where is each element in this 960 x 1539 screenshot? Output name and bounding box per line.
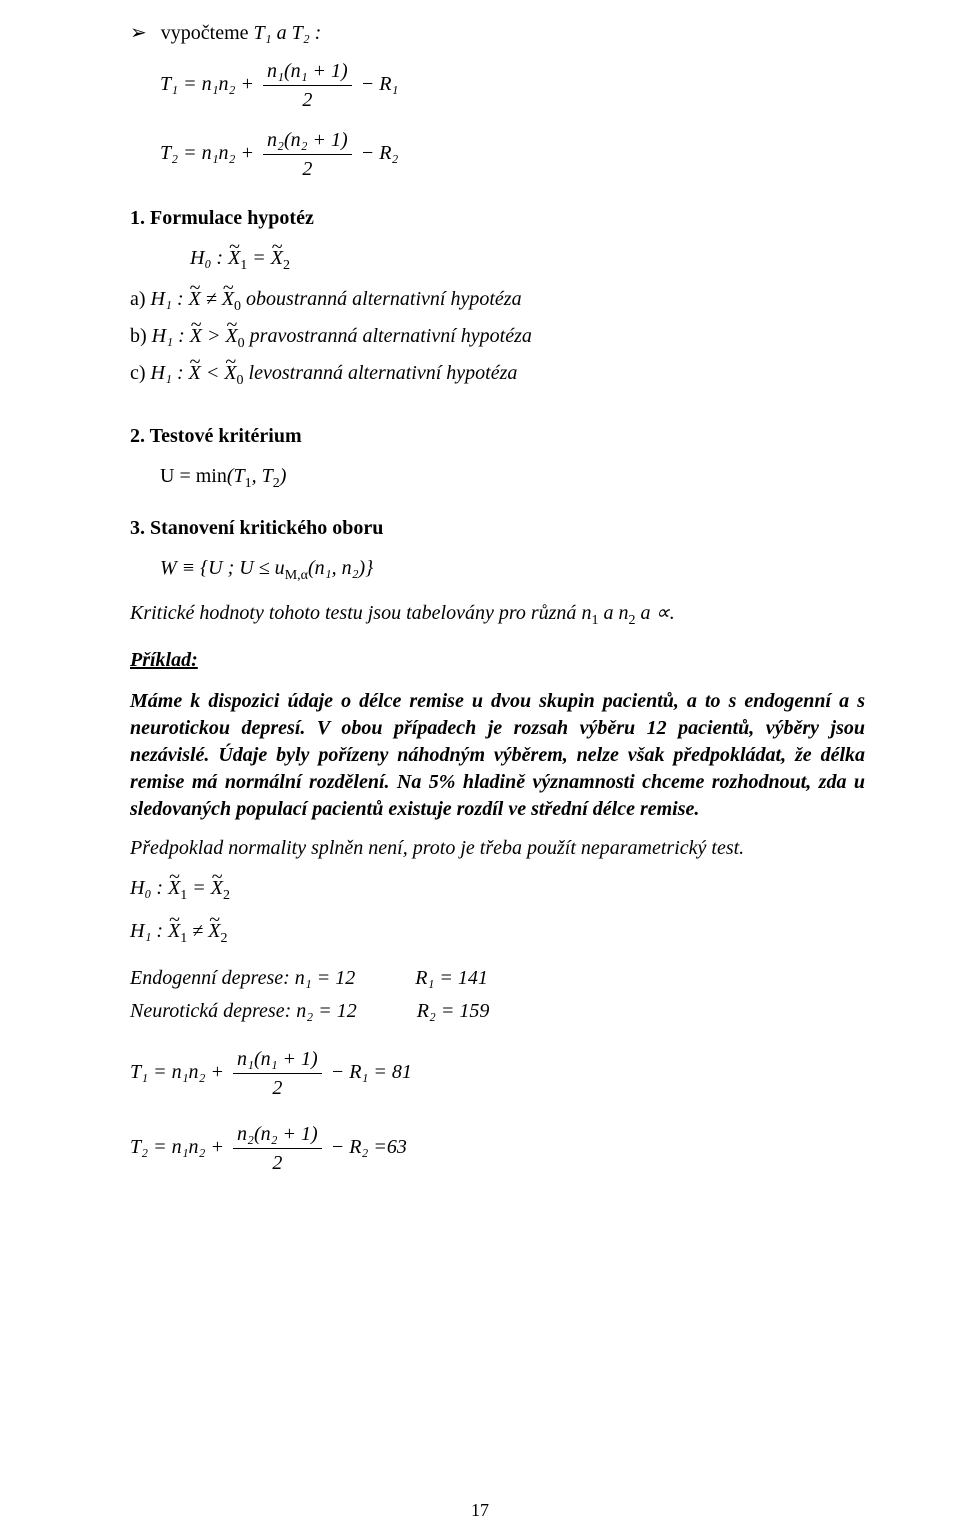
alt-c-H1: H₁ :	[151, 362, 189, 384]
alt-a-H1: H₁ :	[151, 288, 189, 310]
U-equation: U = min(T1, T2)	[160, 462, 865, 494]
H1-2-label: H₁ :	[130, 920, 168, 942]
T2-right: − R₂	[361, 142, 399, 164]
T1-den: 2	[263, 86, 352, 114]
alt-a: a) H₁ : X ≠ X0 oboustranná alternativní …	[130, 288, 865, 315]
endo-line: Endogenní deprese: n₁ = 12 R₁ = 141	[130, 967, 865, 990]
section-3-heading: 3. Stanovení kritického oboru	[130, 517, 865, 540]
H0-2-label: H₀ :	[130, 877, 168, 899]
Xtilde-H1a: X	[168, 917, 180, 945]
Xtilde-b0: X	[225, 325, 237, 348]
H1-2-rel: ≠	[187, 920, 208, 942]
bullet-math: T₁ a T₂ :	[254, 22, 322, 44]
Xtilde-H0a: X	[168, 874, 180, 902]
T2c-frac: n₂(n₂ + 1) 2	[233, 1120, 322, 1177]
T2-left: T₂ = n₁n₂ +	[160, 142, 254, 164]
arrow-icon: ➢	[130, 20, 147, 45]
assumption-text: Předpoklad normality splněn není, proto …	[130, 837, 865, 860]
H1-line-2: H₁ : X1 ≠ X2	[130, 917, 865, 949]
T2-fraction: n₂(n₂ + 1) 2	[263, 126, 352, 183]
T1-calc: T₁ = n₁n₂ + n₁(n₁ + 1) 2 − R₁ = 81	[130, 1045, 865, 1102]
Xtilde-c0: X	[224, 362, 236, 385]
T2c-den: 2	[233, 1149, 322, 1177]
W-equation: W ≡ {U ; U ≤ uM,α(n₁, n₂)}	[160, 554, 865, 586]
Xtilde-b: X	[190, 325, 202, 348]
H0-2-rel: =	[187, 877, 211, 899]
T1-fraction: n₁(n₁ + 1) 2	[263, 57, 352, 114]
example-text: Máme k dispozici údaje o délce remise u …	[130, 688, 865, 823]
alt-b-label: b)	[130, 325, 152, 347]
Xtilde-1: X	[228, 244, 240, 272]
T1c-right: − R₁ = 81	[331, 1061, 412, 1083]
endo-R: R₁ = 141	[415, 967, 488, 989]
T2c-num: n₂(n₂ + 1)	[233, 1120, 322, 1149]
T1-num: n₁(n₁ + 1)	[263, 57, 352, 86]
T1c-frac: n₁(n₁ + 1) 2	[233, 1045, 322, 1102]
endo-label: Endogenní deprese:	[130, 967, 295, 989]
H0-line-2: H₀ : X1 = X2	[130, 874, 865, 906]
crit-note-1: Kritické hodnoty tohoto testu jsou tabel…	[130, 602, 581, 624]
T1c-den: 2	[233, 1074, 322, 1102]
alt-b-text: pravostranná alternativní hypotéza	[245, 325, 532, 347]
crit-note-2: a	[598, 602, 618, 624]
H0-line: H₀ : X1 = X2	[190, 244, 865, 276]
alt-c-rel: <	[201, 362, 225, 384]
example-label-line: Příklad:	[130, 647, 865, 674]
T1-right: − R₁	[361, 73, 399, 95]
page-number: 17	[0, 1500, 960, 1521]
W-eq-start: W ≡ {U ; U ≤ u	[160, 557, 285, 579]
T2-calc: T₂ = n₁n₂ + n₂(n₂ + 1) 2 − R₂ =63	[130, 1120, 865, 1177]
Xtilde-a: X	[189, 288, 201, 311]
T1c-left: T₁ = n₁n₂ +	[130, 1061, 224, 1083]
section-1-heading: 1. Formulace hypotéz	[130, 207, 865, 230]
endo-n: n₁ = 12	[295, 967, 355, 989]
example-label: Příklad:	[130, 649, 198, 671]
Xtilde-c: X	[189, 362, 201, 385]
bullet-text: vypočteme T₁ a T₂ :	[161, 22, 322, 45]
page: ➢ vypočteme T₁ a T₂ : T₁ = n₁n₂ + n₁(n₁ …	[0, 0, 960, 1539]
T2c-right: − R₂ =63	[331, 1136, 407, 1158]
T1-equation: T₁ = n₁n₂ + n₁(n₁ + 1) 2 − R₁	[160, 57, 865, 114]
Xtilde-H1b: X	[208, 917, 220, 945]
alt-b-rel: >	[202, 325, 226, 347]
Xtilde-2: X	[271, 244, 283, 272]
neuro-n: n₂ = 12	[296, 1000, 356, 1022]
alt-a-rel: ≠	[201, 288, 222, 310]
alt-b-H1: H₁ :	[152, 325, 190, 347]
alt-c: c) H₁ : X < X0 levostranná alternativní …	[130, 362, 865, 389]
T2c-left: T₂ = n₁n₂ +	[130, 1136, 224, 1158]
neuro-line: Neurotická deprese: n₂ = 12 R₂ = 159	[130, 1000, 865, 1023]
neuro-R: R₂ = 159	[417, 1000, 490, 1022]
section-2-heading: 2. Testové kritérium	[130, 425, 865, 448]
alt-b: b) H₁ : X > X0 pravostranná alternativní…	[130, 325, 865, 352]
W-eq-sub: M,α	[285, 568, 308, 583]
alt-a-text: oboustranná alternativní hypotéza	[241, 288, 522, 310]
critical-note: Kritické hodnoty tohoto testu jsou tabel…	[130, 600, 865, 629]
T2-equation: T₂ = n₁n₂ + n₂(n₂ + 1) 2 − R₂	[160, 126, 865, 183]
T2-num: n₂(n₂ + 1)	[263, 126, 352, 155]
neuro-label: Neurotická deprese:	[130, 1000, 296, 1022]
bullet-line: ➢ vypočteme T₁ a T₂ :	[130, 20, 865, 45]
T2-den: 2	[263, 155, 352, 183]
bullet-prefix: vypočteme	[161, 22, 254, 44]
alt-c-label: c)	[130, 362, 151, 384]
H0-label: H₀ :	[190, 247, 228, 269]
T1c-num: n₁(n₁ + 1)	[233, 1045, 322, 1074]
Xtilde-H0b: X	[211, 874, 223, 902]
alt-c-text: levostranná alternativní hypotéza	[244, 362, 518, 384]
T1-left: T₁ = n₁n₂ +	[160, 73, 254, 95]
H0-rel: =	[247, 247, 271, 269]
alt-a-label: a)	[130, 288, 151, 310]
Xtilde-a0: X	[222, 288, 234, 311]
crit-note-3: a ∝.	[635, 602, 674, 624]
W-eq-end: (n₁, n₂)}	[308, 557, 373, 579]
